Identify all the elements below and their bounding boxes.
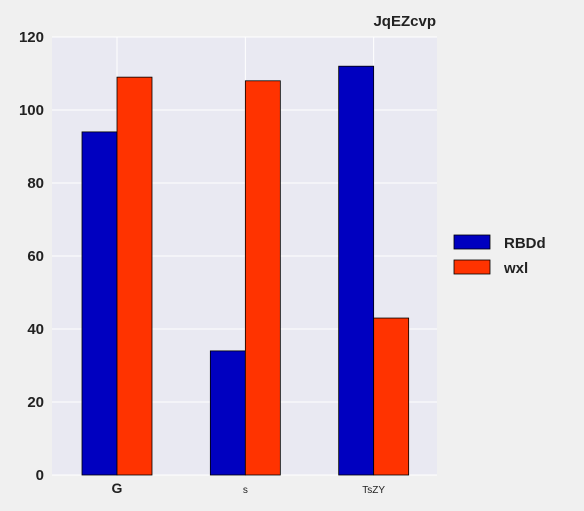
y-tick-label: 40 [27, 321, 44, 338]
legend-swatch-RBDd [453, 234, 491, 250]
legend-label-wxl: wxl [503, 260, 528, 277]
x-tick-label: s [243, 485, 248, 496]
legend-swatch-wxl [453, 259, 491, 275]
y-tick-label: 80 [27, 175, 44, 192]
y-tick-label: 20 [27, 394, 44, 411]
bars [81, 65, 410, 476]
y-tick-label: 0 [36, 467, 44, 484]
bar-RBDd-G [81, 131, 118, 476]
chart-title: JqEZcvp [373, 13, 436, 30]
y-tick-label: 60 [27, 248, 44, 265]
y-axis-ticks: 0 20 40 60 80 100 120 [19, 29, 44, 484]
y-tick-label: 100 [19, 102, 44, 119]
y-tick-label: 120 [19, 29, 44, 46]
bar-wxl-s [244, 80, 281, 476]
bar-wxl-TsZY [373, 317, 410, 476]
bar-RBDd-TsZY [338, 65, 375, 476]
legend-label-RBDd: RBDd [504, 235, 546, 252]
x-tick-label: G [112, 480, 123, 496]
x-tick-label: TsZY [362, 485, 385, 496]
bar-RBDd-s [209, 350, 246, 476]
legend: RBDd wxl [453, 234, 546, 277]
bar-wxl-G [116, 76, 153, 476]
